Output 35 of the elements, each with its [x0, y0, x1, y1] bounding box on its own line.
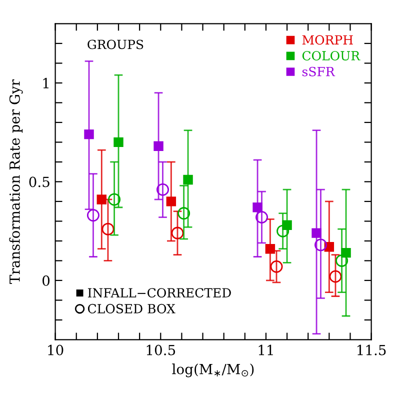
legend-label: sSFR	[302, 66, 336, 76]
y-tick-label: 1	[43, 78, 48, 88]
x-tick-label: 11.5	[358, 344, 386, 356]
point	[86, 209, 100, 222]
legend-label: COLOUR	[302, 51, 360, 60]
point	[314, 238, 327, 252]
point	[270, 260, 283, 273]
point	[336, 254, 348, 267]
point	[183, 174, 193, 185]
annotation: GROUPS	[88, 40, 144, 50]
point	[154, 141, 164, 152]
point	[96, 194, 107, 204]
y-axis-title: Transformation Rate per Gyr	[9, 79, 23, 284]
point	[156, 183, 169, 196]
point	[329, 270, 342, 283]
point	[312, 228, 322, 238]
y-tick-label: 0	[42, 275, 50, 286]
x-axis-title: log(M$_{∗}$/M$_{⊙}$)	[172, 364, 254, 378]
point	[114, 137, 124, 148]
x-tick-label: 10.5	[146, 344, 176, 356]
point	[166, 196, 176, 206]
annotation: CLOSED BOX	[88, 304, 176, 314]
legend-label: MORPH	[302, 35, 353, 45]
point	[84, 129, 94, 140]
y-tick-label: 0.5	[29, 176, 50, 188]
x-tick-label: 10	[48, 344, 64, 356]
point	[256, 211, 268, 224]
point	[276, 224, 290, 238]
point	[171, 226, 184, 240]
point	[178, 207, 190, 220]
point	[102, 222, 114, 236]
annotation: INFALL−CORRECTED	[88, 288, 231, 298]
x-tick-label: 11	[258, 344, 273, 356]
point	[265, 244, 276, 254]
point	[108, 193, 121, 206]
